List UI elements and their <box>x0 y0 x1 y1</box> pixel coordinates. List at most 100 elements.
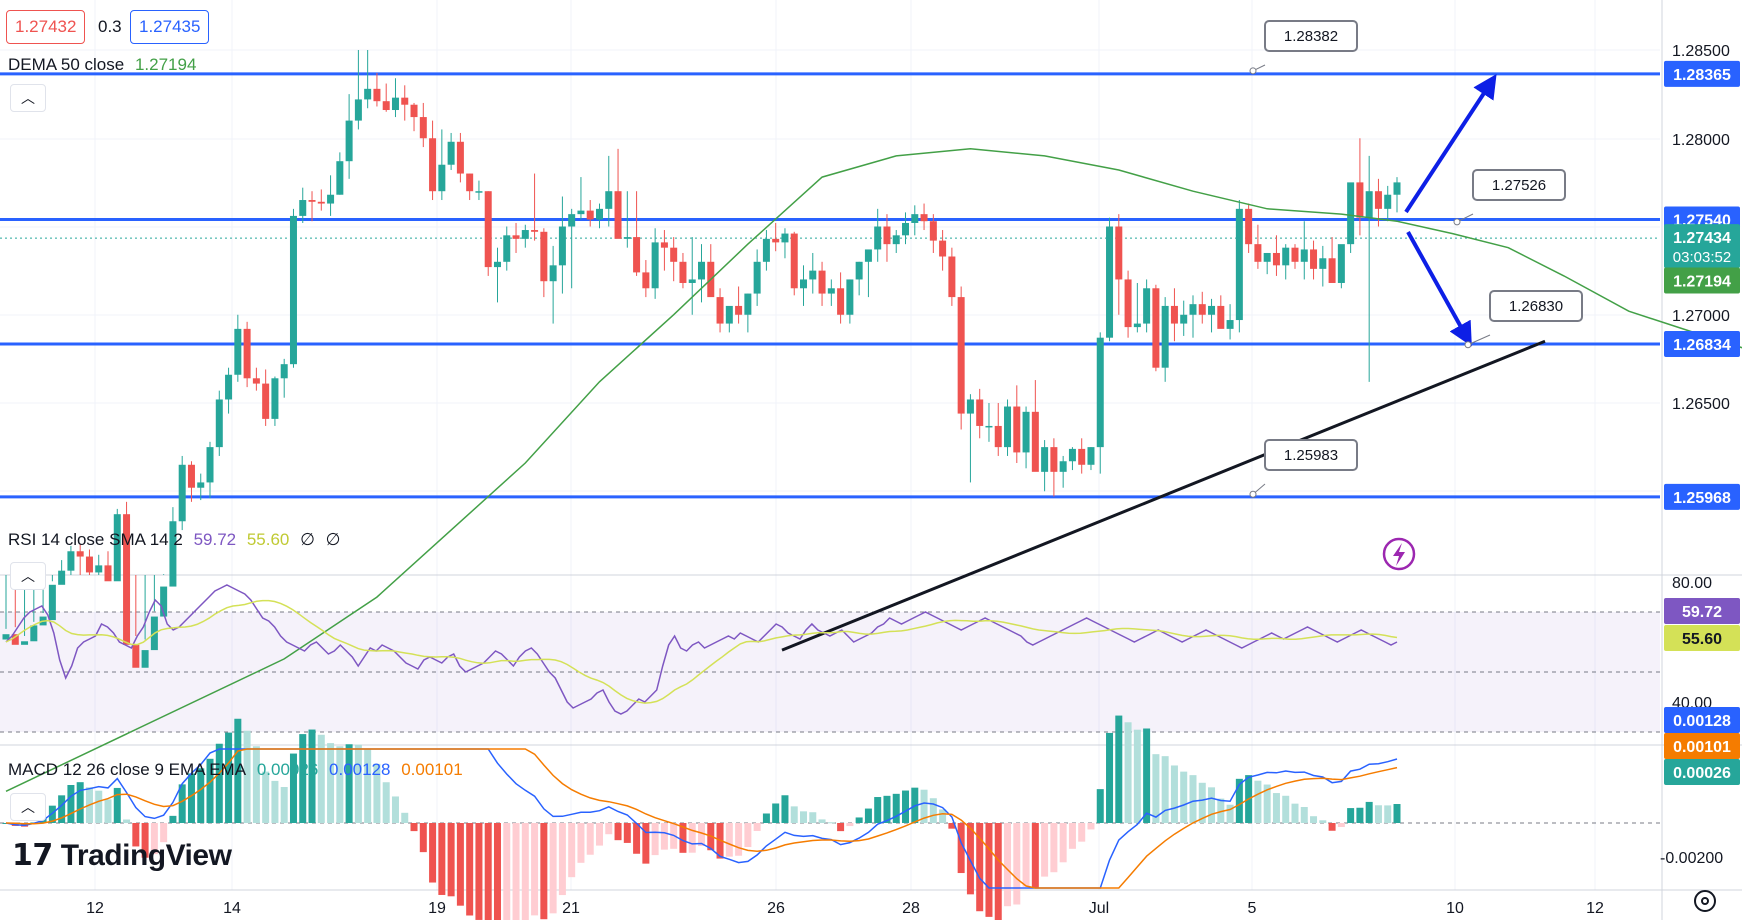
macd-histogram-bar <box>762 813 770 823</box>
macd-histogram-bar <box>800 811 808 823</box>
collapse-macd-legend-button[interactable]: ︿ <box>10 793 46 821</box>
candle-body <box>1272 252 1280 266</box>
candle-body <box>837 288 845 315</box>
candle-body <box>336 161 344 195</box>
candle-body <box>1208 305 1216 315</box>
settings-icon[interactable] <box>1694 890 1716 912</box>
candle-body <box>781 233 789 243</box>
candle-body <box>503 235 511 262</box>
candle-body <box>846 279 854 315</box>
candle-body <box>549 265 557 282</box>
collapse-rsi-legend-button[interactable]: ︿ <box>10 562 46 590</box>
macd-histogram-bar <box>1078 823 1086 842</box>
macd-histogram-bar <box>531 823 539 916</box>
candle-body <box>11 634 19 645</box>
candle-body <box>197 482 205 488</box>
candle-body <box>892 235 900 245</box>
bid-price-box[interactable]: 1.27432 <box>6 10 86 44</box>
macd-histogram-bar <box>688 823 696 853</box>
candle-body <box>679 261 687 283</box>
axis-badges: 1.283651.275401.268341.259681.2743403:03… <box>1664 60 1740 785</box>
candle-body <box>595 208 603 220</box>
macd-histogram-bar <box>1096 789 1104 823</box>
macd-histogram-bar <box>864 808 872 823</box>
candle-body <box>939 240 947 257</box>
macd-histogram-bar <box>1282 795 1290 823</box>
macd-histogram-bar <box>1143 728 1151 823</box>
chevron-up-icon: ︿ <box>21 799 35 815</box>
macd-histogram-bar <box>271 780 279 823</box>
macd-histogram-bar <box>456 823 464 906</box>
macd-histogram-bar <box>846 823 854 827</box>
macd-signal-line <box>5 748 1398 889</box>
rsi-legend-value: 59.72 <box>193 530 237 549</box>
candle-body <box>642 272 650 289</box>
candle-body <box>902 222 910 236</box>
candle-body <box>605 191 613 209</box>
macd-histogram-bar <box>1319 820 1327 823</box>
candle-body <box>345 120 353 162</box>
candle-body <box>855 261 863 280</box>
candle-body <box>113 514 121 582</box>
candle-body <box>317 201 325 204</box>
macd-histogram-bar <box>966 823 974 895</box>
candle-body <box>809 270 817 280</box>
dema-legend[interactable]: DEMA 50 close 1.27194 <box>8 55 202 75</box>
rsi-legend[interactable]: RSI 14 close SMA 14 2 59.72 55.60 ∅ ∅ <box>8 530 346 550</box>
candle-body <box>382 101 390 111</box>
candle-body <box>651 242 659 289</box>
level-badge-bg <box>1664 60 1740 87</box>
rsi-badge-bg <box>1664 598 1740 624</box>
candle-body <box>1245 208 1253 245</box>
candle-body <box>391 97 399 111</box>
ask-price-box[interactable]: 1.27435 <box>130 10 210 44</box>
macd-histogram-bar <box>1310 816 1318 823</box>
rsi-sma-badge: 55.60 <box>1682 631 1722 648</box>
macd-histogram-bar <box>1170 765 1178 823</box>
macd-histogram-bar <box>354 744 362 823</box>
macd-histogram-bar <box>577 823 585 863</box>
macd-histogram-bar <box>410 823 418 832</box>
collapse-main-legend-button[interactable]: ︿ <box>10 84 46 112</box>
dema-legend-value: 1.27194 <box>134 55 197 74</box>
macd-histogram-bar <box>252 746 260 823</box>
callout-label: 1.27526 <box>1492 177 1546 194</box>
price-tick-label: 1.27000 <box>1672 308 1730 325</box>
candle-body <box>725 305 733 324</box>
candle-body <box>772 238 780 243</box>
macd-histogram-bar <box>1374 805 1382 823</box>
price-callout: 1.27526 <box>1453 169 1566 226</box>
tradingview-logo[interactable]: 𝟭𝟳 TradingView <box>12 838 232 873</box>
macd-histogram-bar <box>123 819 131 823</box>
candle-body <box>308 200 316 202</box>
macd-histogram-bar <box>1022 823 1030 887</box>
macd-histogram-bar <box>1347 808 1355 823</box>
macd-histogram-bar <box>132 823 140 847</box>
macd-histogram-bar <box>484 823 492 920</box>
macd-histogram-bar <box>438 823 446 895</box>
time-tick-label: 12 <box>86 900 104 917</box>
candle-body <box>1170 305 1178 324</box>
macd-histogram-bar <box>660 823 668 850</box>
macd-histogram-bar <box>605 823 613 835</box>
price-axis[interactable]: 1.285001.280001.270001.2650080.0040.00-0… <box>1660 43 1730 867</box>
candle-body <box>234 328 242 375</box>
macd-histogram-bar <box>401 812 409 823</box>
macd-legend-hist: 0.00026 <box>256 760 319 779</box>
macd-histogram-bar <box>1328 823 1336 831</box>
macd-histogram-bar <box>1393 804 1401 823</box>
alert-icon[interactable] <box>1382 537 1416 571</box>
macd-histogram-bar <box>772 803 780 823</box>
macd-histogram-bar <box>939 809 947 823</box>
macd-histogram-bar <box>280 786 288 823</box>
candle-body <box>531 230 539 232</box>
macd-legend[interactable]: MACD 12 26 close 9 EMA EMA 0.00026 0.001… <box>8 760 469 780</box>
macd-pane <box>0 715 1660 920</box>
time-axis[interactable]: 12 14 19 21 26 28 Jul 5 10 12 <box>86 900 1604 917</box>
macd-histogram-bar <box>1217 798 1225 823</box>
candle-body <box>911 214 919 223</box>
macd-signal-badge-bg <box>1664 733 1740 759</box>
candle-body <box>1365 191 1373 218</box>
macd-histogram-bar <box>447 823 455 897</box>
